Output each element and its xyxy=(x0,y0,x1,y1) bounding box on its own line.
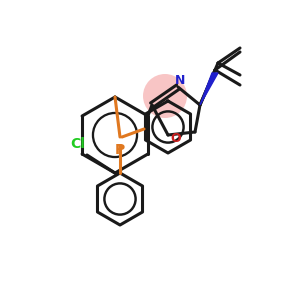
Text: O: O xyxy=(171,133,181,146)
Text: P: P xyxy=(115,143,125,157)
Text: N: N xyxy=(175,74,185,88)
Text: Cl: Cl xyxy=(70,137,85,151)
Polygon shape xyxy=(200,73,218,105)
Circle shape xyxy=(143,74,187,118)
